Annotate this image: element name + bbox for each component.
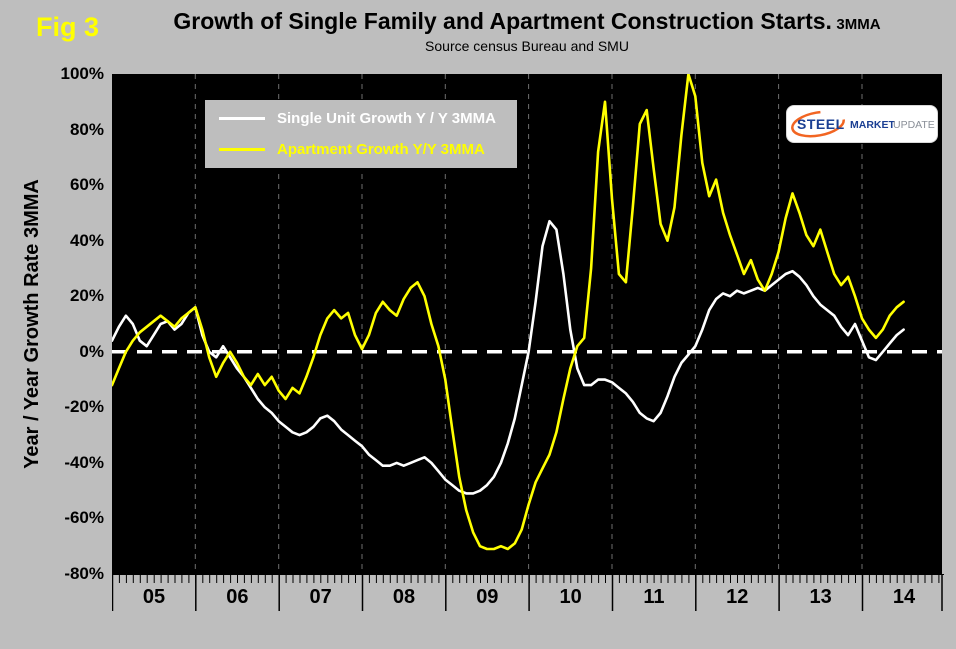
x-axis-year-label: 10 — [559, 586, 582, 608]
x-axis-ticks — [111, 574, 944, 611]
legend-line-sample-single-family — [219, 117, 265, 120]
series-line-apartment — [112, 74, 905, 551]
logo-graphic: STEEL MARKET UPDATE — [791, 110, 935, 138]
logo-market-text: MARKET — [850, 119, 895, 131]
chart-header: Growth of Single Family and Apartment Co… — [112, 8, 942, 54]
steel-market-update-logo: STEEL MARKET UPDATE — [786, 105, 938, 143]
legend-label-single-family: Single Unit Growth Y / Y 3MMA — [277, 110, 496, 127]
chart-subtitle: Source census Bureau and SMU — [425, 38, 629, 54]
legend: Single Unit Growth Y / Y 3MMA Apartment … — [204, 99, 518, 169]
y-axis-tick-label: 20% — [69, 286, 104, 306]
legend-item-apartment: Apartment Growth Y/Y 3MMA — [219, 141, 503, 158]
x-axis-year-label: 05 — [142, 586, 166, 608]
y-axis-tick-label: 40% — [69, 230, 104, 250]
x-axis-year-label: 06 — [226, 586, 249, 608]
y-axis-tick-label: 60% — [69, 175, 104, 195]
chart-title-suffix: 3MMA — [836, 16, 881, 33]
y-axis-tick-label: 0% — [79, 341, 104, 361]
x-axis-year-label: 12 — [726, 586, 749, 608]
y-axis-tick-label: -60% — [64, 508, 104, 528]
series-line-single-family — [112, 219, 905, 495]
x-axis-year-label: 11 — [643, 586, 665, 608]
x-axis-year-label: 09 — [476, 586, 499, 608]
y-axis-tick-label: -20% — [64, 397, 104, 417]
y-axis-tick-label: 100% — [60, 64, 104, 83]
legend-label-apartment: Apartment Growth Y/Y 3MMA — [277, 141, 485, 158]
logo-steel-text: STEEL — [797, 116, 845, 132]
legend-line-sample-apartment — [219, 148, 265, 151]
y-axis-tick-label: -80% — [64, 564, 104, 583]
x-axis-year-label: 07 — [309, 586, 332, 608]
chart-title-text: Growth of Single Family and Apartment Co… — [173, 8, 832, 34]
x-axis — [111, 574, 944, 614]
logo-update-text: UPDATE — [893, 119, 935, 131]
figure-label: Fig 3 — [36, 12, 100, 42]
x-axis-year-label: 08 — [392, 586, 416, 608]
y-axis-tick-label: 80% — [69, 119, 104, 139]
x-axis-year-label: 14 — [892, 586, 916, 608]
y-axis-title: Year / Year Growth Rate 3MMA — [21, 179, 43, 469]
y-axis-tick-label: -40% — [64, 452, 104, 472]
x-axis-year-label: 13 — [809, 586, 832, 608]
chart-title: Growth of Single Family and Apartment Co… — [112, 8, 942, 35]
legend-item-single-family: Single Unit Growth Y / Y 3MMA — [219, 110, 503, 127]
